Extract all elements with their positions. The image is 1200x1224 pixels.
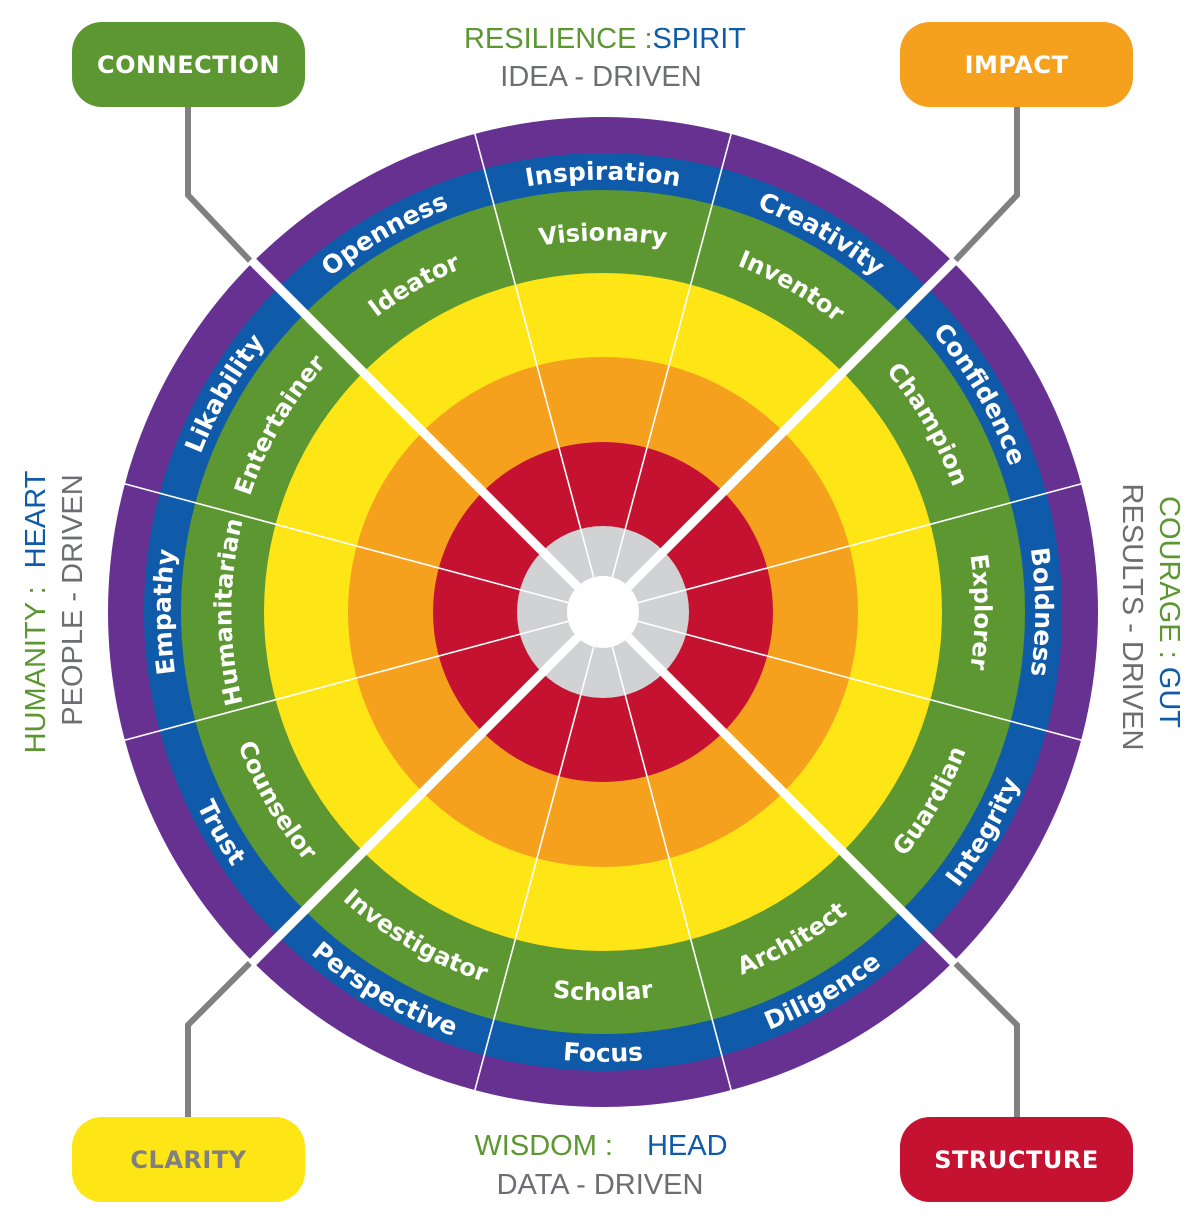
thin-divider — [473, 646, 595, 1092]
right-label-sub: RESULTS - DRIVEN — [1116, 484, 1148, 751]
thin-divider — [123, 620, 569, 742]
top-label-right: SPIRIT — [653, 23, 747, 55]
thin-divider — [123, 482, 569, 604]
left-label-sub: PEOPLE - DRIVEN — [57, 474, 89, 725]
top-label-left: RESILIENCE : — [464, 23, 653, 55]
corner-connection[interactable]: CONNECTION — [72, 22, 305, 107]
segment-label-blue: Empathy — [148, 547, 181, 676]
segment-label-green: Explorer — [964, 552, 996, 671]
bottom-axis-label: WISDOM : HEAD DATA - DRIVEN — [474, 1130, 727, 1201]
blue-ring-label: Focus — [562, 1037, 644, 1068]
quadrant-divider — [247, 634, 581, 968]
segment-label-blue: Boldness — [1025, 546, 1059, 679]
blue-ring-label: Boldness — [1025, 546, 1059, 679]
svg-text:COURAGE :GUT: COURAGE : GUT — [1153, 496, 1185, 728]
connector-impact — [947, 105, 1020, 269]
thin-divider — [637, 620, 1083, 742]
corner-clarity-label: CLARITY — [130, 1146, 246, 1174]
right-label-left: COURAGE : — [1153, 496, 1185, 659]
quadrant-divider — [625, 256, 959, 590]
segment-label-blue: Focus — [562, 1037, 644, 1068]
svg-text:RESILIENCE :SPIRIT: RESILIENCE :SPIRIT — [464, 23, 746, 55]
bottom-label-right: HEAD — [647, 1130, 728, 1162]
left-label-right: HEART — [20, 470, 52, 568]
thin-divider — [611, 646, 733, 1092]
corner-connection-label: CONNECTION — [97, 51, 280, 79]
green-ring-label: Explorer — [964, 552, 996, 671]
top-label-sub: IDEA - DRIVEN — [500, 61, 701, 93]
connectors — [185, 105, 1020, 1119]
segment-label-green: Visionary — [537, 218, 669, 251]
quadrant-divider — [625, 634, 959, 968]
quadrant-divider — [247, 256, 581, 590]
center-circle — [567, 576, 639, 648]
corner-impact-label: IMPACT — [965, 51, 1069, 79]
bottom-label-sub: DATA - DRIVEN — [497, 1169, 704, 1201]
corner-structure-label: STRUCTURE — [934, 1146, 1098, 1174]
blue-ring-label: Empathy — [148, 547, 181, 676]
left-label-left: HUMANITY : — [20, 586, 52, 753]
segment-label-green: Scholar — [552, 975, 655, 1006]
svg-text:WISDOM :HEAD: WISDOM : HEAD — [474, 1130, 727, 1162]
left-axis-label: HUMANITY : HEART PEOPLE - DRIVEN — [20, 470, 89, 753]
thin-divider — [473, 132, 595, 578]
corner-structure[interactable]: STRUCTURE — [900, 1117, 1133, 1202]
bottom-label-left: WISDOM : — [474, 1130, 613, 1162]
green-ring-label: Scholar — [552, 975, 655, 1006]
connector-clarity — [185, 955, 258, 1119]
top-axis-label: RESILIENCE :SPIRIT IDEA - DRIVEN — [464, 23, 746, 93]
svg-text:HUMANITY :HEART: HUMANITY : HEART — [20, 470, 52, 753]
corner-impact[interactable]: IMPACT — [900, 22, 1133, 107]
right-axis-label: COURAGE : GUT RESULTS - DRIVEN — [1116, 484, 1185, 751]
thin-divider — [611, 132, 733, 578]
right-label-right: GUT — [1153, 667, 1185, 729]
connector-connection — [185, 105, 258, 269]
corner-clarity[interactable]: CLARITY — [72, 1117, 305, 1202]
connector-structure — [947, 955, 1020, 1119]
segment-dividers — [123, 132, 1083, 1092]
green-ring-label: Visionary — [537, 218, 669, 251]
thin-divider — [637, 482, 1083, 604]
